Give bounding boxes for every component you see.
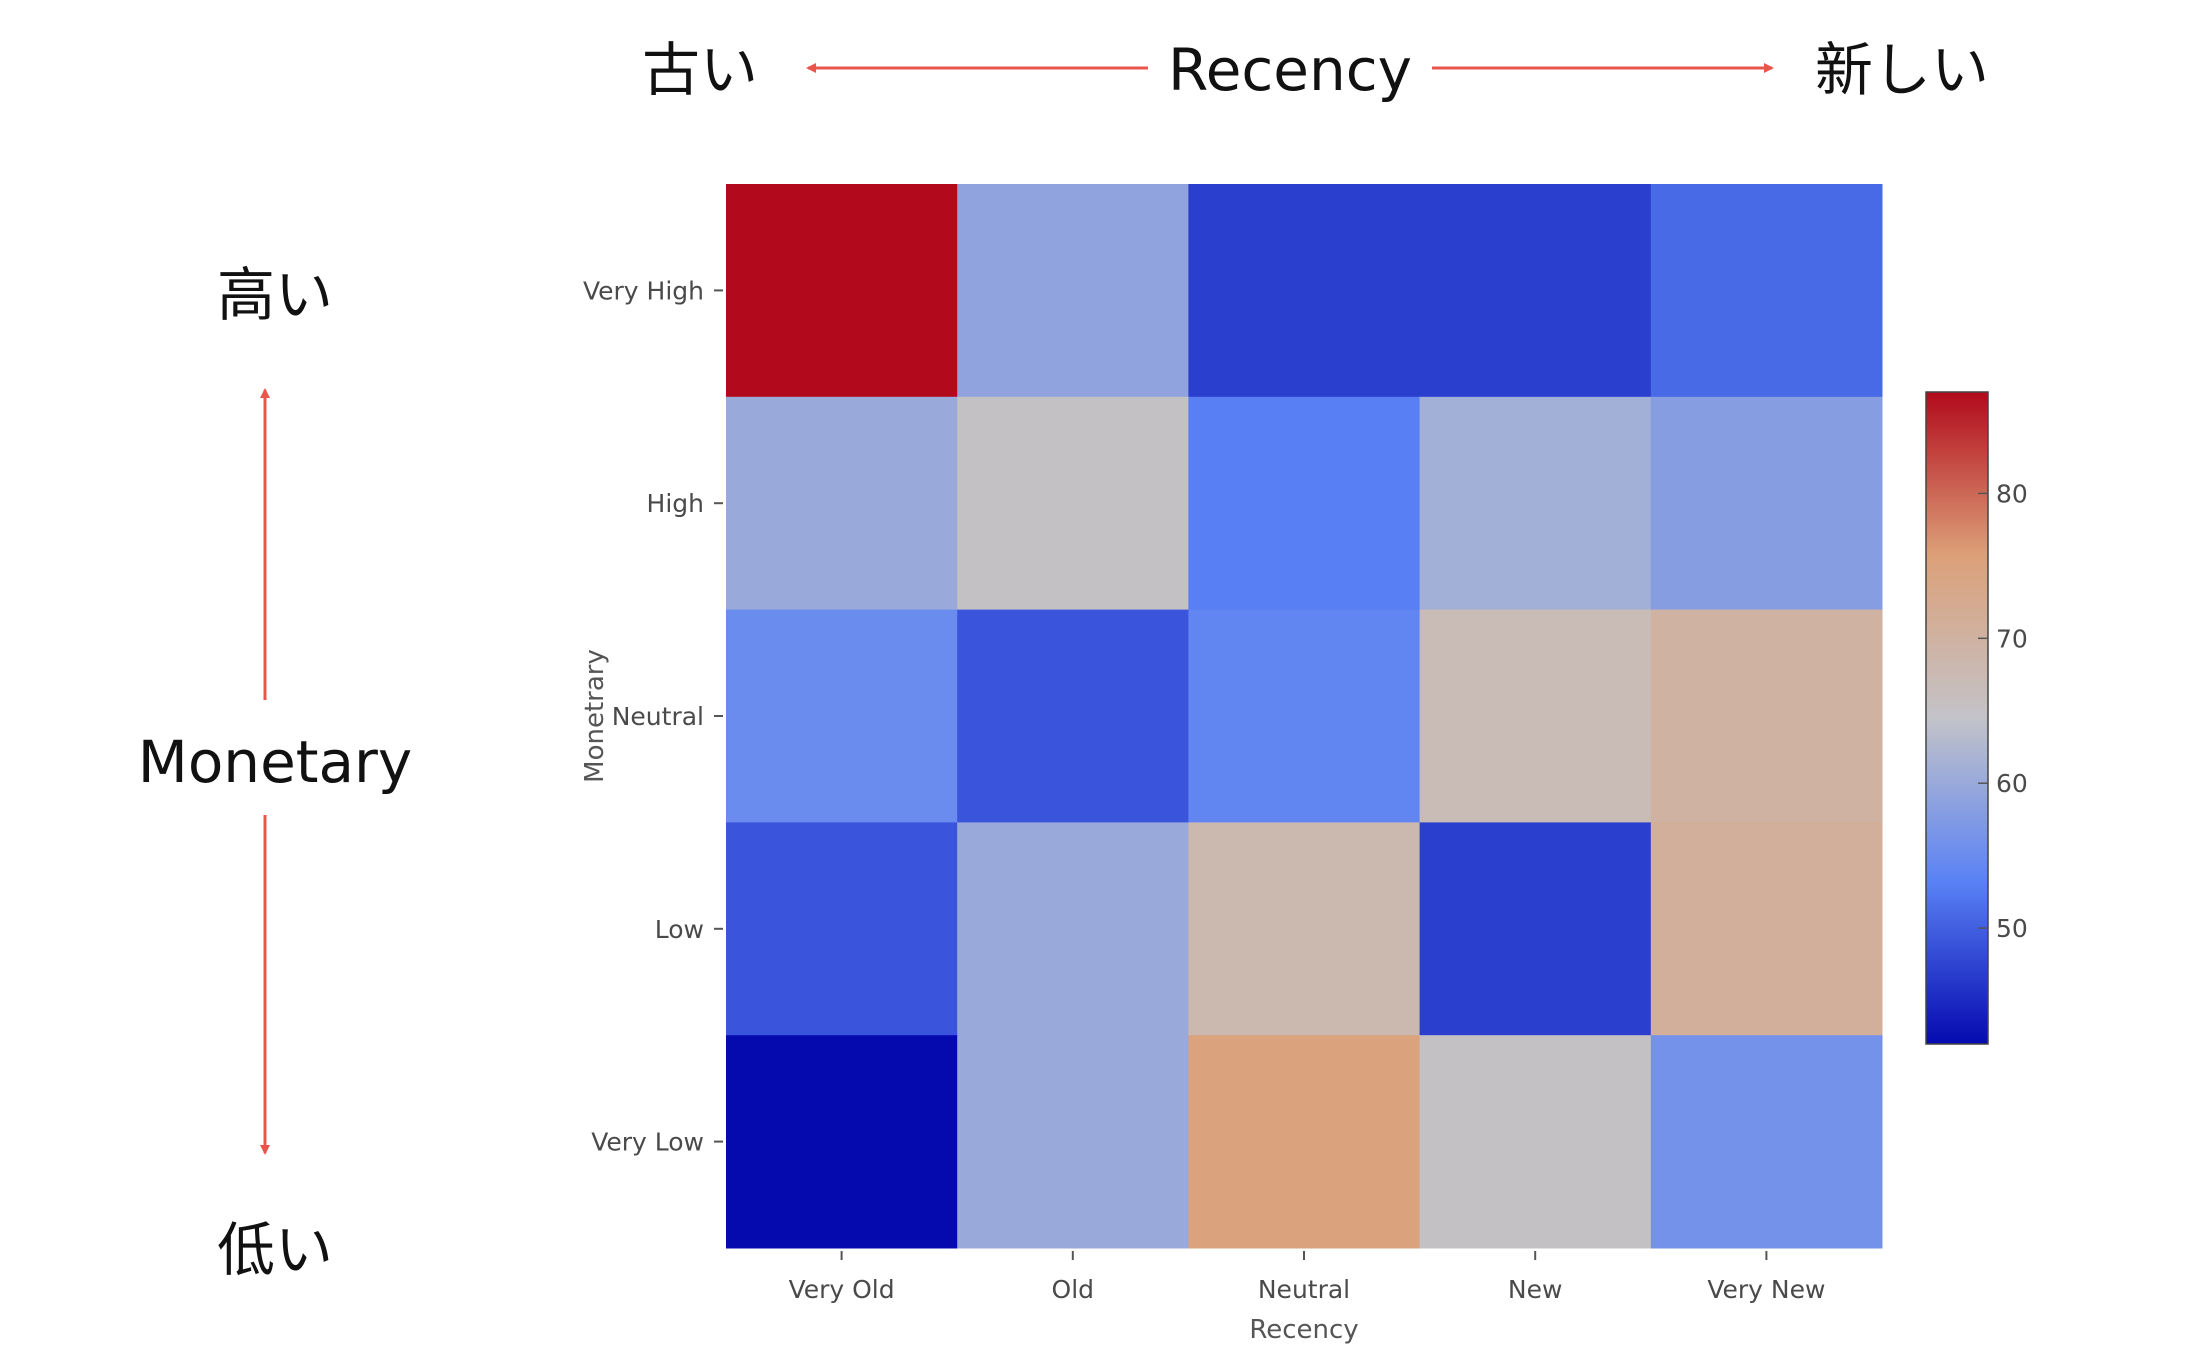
heatmap-cell bbox=[1188, 396, 1421, 611]
heatmap-cells bbox=[726, 184, 1883, 1249]
x-tick-label: Very Old bbox=[789, 1275, 895, 1304]
heatmap-cell bbox=[1419, 609, 1652, 823]
x-tick-label: New bbox=[1508, 1275, 1563, 1304]
y-tick-label: Low bbox=[655, 915, 704, 944]
heatmap-cell bbox=[957, 1035, 1189, 1249]
monetary-high-annotation: 高い bbox=[217, 261, 333, 329]
heatmap-cell bbox=[726, 184, 958, 398]
colorbar-tick-label: 80 bbox=[1996, 479, 2028, 508]
heatmap-cell bbox=[957, 396, 1189, 611]
heatmap-cell bbox=[1650, 184, 1883, 398]
heatmap-cell bbox=[957, 609, 1189, 823]
colorbar-tick-label: 70 bbox=[1996, 624, 2028, 653]
heatmap-cell bbox=[726, 396, 958, 611]
y-tick-label: Neutral bbox=[612, 702, 704, 731]
x-tick-label: Very New bbox=[1707, 1275, 1825, 1304]
heatmap-cell bbox=[726, 1035, 958, 1249]
heatmap-cell bbox=[726, 609, 958, 823]
colorbar-tick-label: 50 bbox=[1996, 914, 2028, 943]
heatmap-cell bbox=[1650, 822, 1883, 1036]
heatmap-cell bbox=[1419, 396, 1652, 611]
colorbar bbox=[1925, 391, 1989, 1045]
x-axis-title: Recency bbox=[1249, 1315, 1358, 1345]
monetary-annotation-label: Monetary bbox=[138, 728, 412, 796]
recency-old-annotation: 古い bbox=[642, 36, 758, 104]
heatmap-cell bbox=[1650, 1035, 1883, 1249]
heatmap-cell bbox=[957, 184, 1189, 398]
x-tick-label: Neutral bbox=[1258, 1275, 1350, 1304]
y-tick-label: High bbox=[647, 489, 704, 518]
heatmap-cell bbox=[1188, 609, 1421, 823]
y-tick-label: Very High bbox=[583, 276, 704, 305]
heatmap-cell bbox=[1650, 609, 1883, 823]
y-axis-ticks: Very High High Neutral Low Very Low bbox=[583, 276, 723, 1157]
heatmap-cell bbox=[957, 822, 1189, 1036]
recency-new-annotation: 新しい bbox=[1815, 36, 1989, 104]
heatmap-cell bbox=[1419, 1035, 1652, 1249]
monetary-low-annotation: 低い bbox=[217, 1216, 333, 1284]
heatmap-cell bbox=[1419, 822, 1652, 1036]
heatmap-cell bbox=[1188, 1035, 1421, 1249]
y-tick-label: Very Low bbox=[591, 1128, 704, 1157]
recency-annotation-label: Recency bbox=[1168, 36, 1412, 104]
x-axis-ticks: Very Old Old Neutral New Very New bbox=[789, 1251, 1825, 1304]
y-axis-title: Monetrary bbox=[580, 649, 610, 783]
heatmap-cell bbox=[1188, 822, 1421, 1036]
heatmap-cell bbox=[1188, 184, 1421, 398]
heatmap-cell bbox=[1419, 184, 1652, 398]
heatmap-cell bbox=[1650, 396, 1883, 611]
colorbar-tick-label: 60 bbox=[1996, 769, 2028, 798]
colorbar-ticks: 50 60 70 80 bbox=[1978, 479, 2028, 943]
x-tick-label: Old bbox=[1052, 1275, 1095, 1304]
heatmap-cell bbox=[726, 822, 958, 1036]
